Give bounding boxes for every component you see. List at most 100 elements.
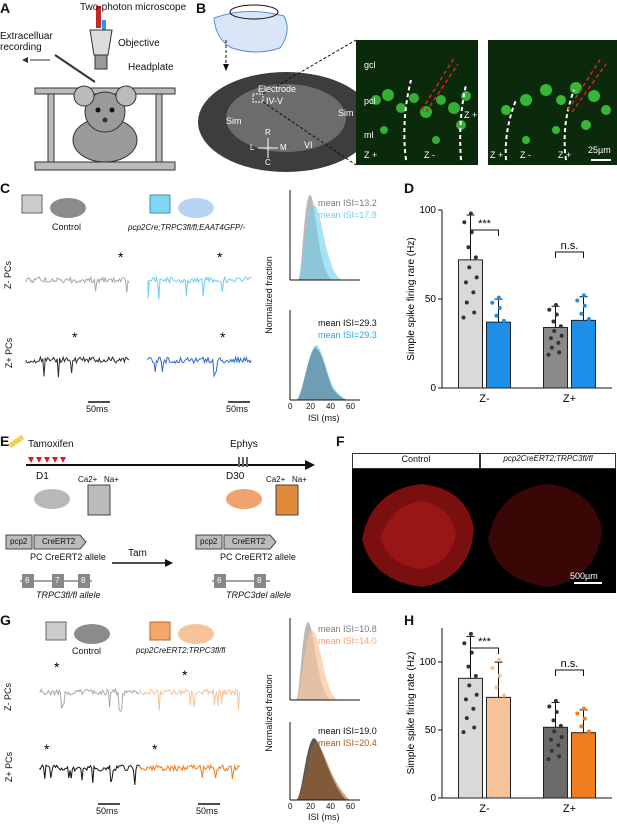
label-headplate: Headplate	[128, 62, 174, 73]
zone-label-2c: Z +	[558, 150, 572, 160]
projection-top	[262, 39, 357, 95]
objective-tip	[94, 54, 108, 70]
isi-legend-c-bot-0: mean ISI=29.3	[318, 318, 377, 328]
row-label-g2: Z+ PCs	[4, 751, 15, 783]
data-point-Z--Mutant-7	[492, 342, 497, 347]
mouse-eye-right	[109, 107, 115, 113]
trace-zplus-control-g	[39, 764, 140, 786]
data-point-Z--Control-11	[474, 692, 479, 697]
label-mutant-f: pcp2CreERT2;TRPC3fl/fl	[480, 453, 616, 469]
data-point-Z--Control-6	[462, 220, 467, 225]
layer-ml: ml	[364, 130, 374, 140]
timeline-e	[5, 434, 315, 588]
data-point-Z+-Control-11	[559, 333, 564, 338]
data-point-Z--Mutant-11	[502, 709, 507, 714]
objective-body	[89, 29, 113, 56]
data-point-Z--Mutant-6	[490, 665, 495, 670]
icon-zone-control-c	[21, 194, 43, 214]
significance-bracket-1	[555, 251, 584, 258]
data-point-Z--Control-5	[473, 673, 478, 678]
frame-post-right	[155, 93, 163, 165]
isi-legend-c-top-0: mean ISI=13.2	[318, 198, 377, 208]
timeline-arrowhead	[305, 460, 315, 470]
data-point-Z+-Control-5	[558, 324, 563, 329]
data-point-Z+-Mutant-9	[582, 716, 587, 721]
data-point-Z+-Mutant-5	[586, 317, 591, 322]
recording-arrowhead	[22, 57, 28, 63]
cerebellar-region-control	[380, 501, 456, 569]
label-ca-1: Ca2+	[78, 475, 98, 484]
ephys-tick-2	[242, 457, 244, 467]
data-point-Z+-Mutant-9	[582, 303, 587, 308]
label-pc-allele-2: PC CreERT2 allele	[220, 552, 296, 562]
label-pcp2-1: pcp2	[10, 537, 28, 546]
data-point-Z+-Control-6	[547, 704, 552, 709]
y-tick-label-2: 100	[419, 657, 436, 668]
data-point-Z--Control-3	[468, 631, 473, 636]
creert2-box-2	[223, 534, 277, 550]
data-point-Z+-Mutant-7	[577, 340, 582, 345]
data-point-Z+-Mutant-6	[575, 711, 580, 716]
panel-a: Two-photon microscope Extracelluar recor…	[0, 0, 190, 175]
data-point-Z--Control-5	[473, 255, 478, 260]
data-point-Z--Control-0	[461, 730, 466, 735]
significance-label-1: n.s.	[561, 658, 579, 670]
label-na-2: Na+	[292, 475, 307, 484]
data-point-Z+-Control-10	[557, 350, 562, 355]
significance-label-1: n.s.	[561, 240, 579, 252]
spike-marker-g4: *	[152, 741, 158, 757]
mouse-mutant-g	[178, 624, 214, 644]
label-d30: D30	[226, 471, 245, 482]
data-point-Z--Control-1	[463, 280, 468, 285]
data-point-Z+-Mutant-2	[579, 311, 584, 316]
panel-label-e: E	[0, 433, 10, 449]
data-point-Z--Mutant-10	[500, 347, 505, 352]
label-ca-2: Ca2+	[266, 475, 286, 484]
mouse-control-c	[50, 198, 86, 218]
scalebar-label-c2: 50ms	[226, 404, 249, 414]
panel-c: * * * * Control pcp2Cre;TRPC3fl/fl;EAAT4…	[0, 180, 400, 425]
bar-Z--Mutant	[486, 321, 511, 389]
isi-legend-g-top-0: mean ISI=10.8	[318, 624, 377, 634]
label-objective: Objective	[118, 38, 160, 49]
creert2-box-1	[33, 534, 87, 550]
label-mutant-c: pcp2Cre;TRPC3fl/fl;EAAT4GFP/-	[128, 223, 246, 232]
bar-chart-d: 0 50 100 Simple spike firing rare (Hz) *** Z-…	[406, 205, 612, 405]
data-point-Z--Control-2	[466, 664, 471, 669]
compass-l: L	[250, 143, 255, 152]
scalebar-label-g1: 50ms	[96, 806, 119, 816]
data-point-Z--Mutant-0	[489, 740, 494, 745]
data-point-Z--Control-11	[474, 275, 479, 280]
label-d1: D1	[36, 471, 49, 482]
data-point-Z--Mutant-10	[500, 736, 505, 741]
data-point-Z+-Mutant-11	[587, 327, 592, 332]
data-point-Z--Mutant-3	[496, 295, 501, 300]
panel-label-h: H	[404, 612, 415, 628]
isi-ylabel-c: Normalized fraction	[263, 256, 274, 334]
electrode-line	[54, 54, 96, 83]
significance-bracket-1	[555, 669, 584, 676]
data-point-Z+-Control-3	[553, 698, 558, 703]
electrode-outline-2	[567, 57, 607, 113]
data-point-Z+-Mutant-10	[585, 757, 590, 762]
isi-legend-g-bot-1: mean ISI=20.4	[318, 738, 377, 748]
spike-marker-g2: *	[182, 667, 188, 683]
data-point-Z--Mutant-4	[499, 336, 504, 341]
panel-label-c: C	[0, 180, 11, 196]
data-point-Z--Control-0	[461, 315, 466, 320]
spike-marker-g1: *	[54, 659, 60, 675]
data-point-Z+-Control-7	[549, 345, 554, 350]
data-point-Z+-Control-0	[546, 757, 551, 762]
data-point-Z+-Control-9	[554, 710, 559, 715]
isi-histogram-top-g	[289, 618, 360, 701]
data-point-Z--Mutant-6	[490, 300, 495, 305]
imaging-illustration	[198, 4, 617, 172]
trace-zminus-mutant-g	[139, 688, 241, 711]
data-point-Z--Mutant-0	[489, 349, 494, 354]
data-point-Z+-Mutant-4	[584, 335, 589, 340]
label-pcp2-2: pcp2	[200, 537, 218, 546]
data-point-Z--Mutant-1	[491, 713, 496, 718]
data-point-Z+-Control-0	[546, 352, 551, 357]
isi-histogram-bottom-g	[289, 722, 360, 801]
panel-b: Electrode IV-V Sim Sim VI R L M C gcl pc…	[196, 0, 617, 175]
